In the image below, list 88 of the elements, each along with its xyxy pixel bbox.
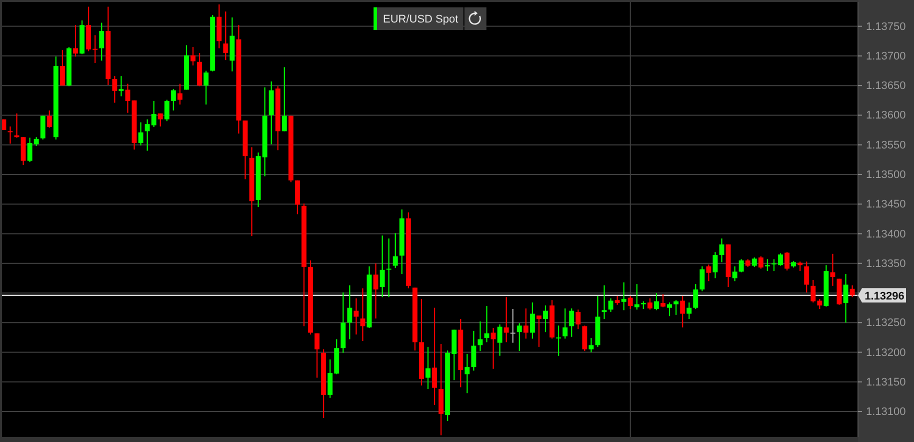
candlestick — [752, 256, 757, 268]
candlestick — [158, 112, 163, 128]
candlestick — [693, 284, 698, 310]
y-tick-label: 1.13450 — [866, 198, 906, 211]
ref-line-label: 1.13296 — [864, 290, 904, 302]
candlestick — [686, 302, 692, 320]
y-tick-label: 1.13150 — [866, 376, 906, 388]
candlestick — [373, 262, 378, 320]
candlestick — [471, 330, 476, 372]
candlestick — [543, 304, 548, 333]
candlestick — [536, 314, 542, 348]
candlestick — [118, 76, 124, 97]
candlestick — [490, 327, 496, 370]
candlestick — [850, 284, 855, 298]
y-tick-label: 1.13650 — [866, 80, 906, 92]
y-tick-label: 1.13200 — [866, 346, 906, 359]
candlestick — [556, 325, 562, 356]
candlestick — [582, 325, 588, 352]
candlestick — [138, 122, 144, 146]
candlestick — [360, 288, 366, 342]
candlestick — [197, 52, 202, 87]
candlestick — [562, 308, 568, 340]
candlestick — [830, 253, 836, 286]
candlestick — [170, 88, 176, 112]
candlestick — [314, 332, 320, 378]
candlestick — [73, 24, 78, 58]
candlestick — [523, 308, 528, 340]
candlestick — [647, 298, 652, 310]
candlestick — [712, 252, 718, 279]
candlestick — [804, 261, 810, 293]
candlestick — [516, 322, 522, 352]
y-tick-label: 1.13400 — [866, 228, 906, 240]
candlestick — [843, 273, 848, 324]
candlestick — [628, 295, 633, 310]
candlestick — [497, 324, 502, 356]
y-tick-label: 1.13600 — [866, 110, 906, 122]
candlestick — [60, 49, 65, 86]
candlestick — [177, 83, 182, 106]
candlestick — [380, 234, 385, 298]
candlestick — [478, 320, 483, 352]
candlestick — [20, 136, 26, 166]
candlestick — [464, 353, 470, 394]
candlestick — [46, 110, 52, 128]
y-tick-label: 1.13700 — [866, 50, 906, 62]
candlestick — [354, 298, 359, 336]
candlestick — [190, 46, 196, 66]
candlestick — [654, 292, 659, 311]
candlestick — [784, 252, 790, 272]
y-tick-label: 1.13750 — [866, 20, 906, 33]
candlestick — [282, 66, 287, 132]
candlestick — [667, 302, 672, 317]
candlestick — [634, 284, 640, 310]
candlestick — [608, 298, 614, 312]
candlestick — [164, 99, 170, 122]
y-tick-label: 1.13500 — [866, 168, 906, 181]
candlestick — [700, 266, 705, 292]
candlestick — [504, 296, 509, 343]
candlestick — [426, 346, 430, 390]
candlestick — [576, 309, 581, 330]
candlestick — [112, 76, 118, 104]
candlestick — [764, 258, 770, 272]
candlestick — [223, 10, 228, 61]
candlestick — [602, 284, 607, 320]
candlestick — [8, 126, 13, 144]
candlestick — [706, 264, 712, 282]
candlestick — [569, 308, 574, 338]
candlestick — [386, 238, 392, 298]
candlestick — [432, 307, 438, 406]
candlestick — [738, 258, 744, 273]
candlestick — [510, 308, 516, 344]
candlestick — [204, 70, 209, 106]
candlestick — [758, 256, 764, 270]
y-tick-label: 1.13250 — [866, 317, 906, 330]
candlestick — [660, 294, 666, 308]
candlestick — [125, 83, 130, 114]
candlestick — [680, 295, 686, 328]
candlestick — [99, 22, 104, 62]
legend-label: EUR/USD Spot — [383, 14, 458, 26]
candlestick — [530, 302, 535, 340]
candlestick — [621, 282, 626, 311]
candlestick — [40, 115, 46, 140]
candlestick — [347, 284, 352, 340]
candlestick — [732, 266, 738, 282]
candlestick — [392, 232, 398, 269]
y-tick-label: 1.13100 — [866, 406, 906, 418]
y-tick-label: 1.13550 — [866, 139, 906, 152]
y-tick-label: 1.13350 — [866, 258, 906, 270]
candlestick — [588, 337, 594, 353]
